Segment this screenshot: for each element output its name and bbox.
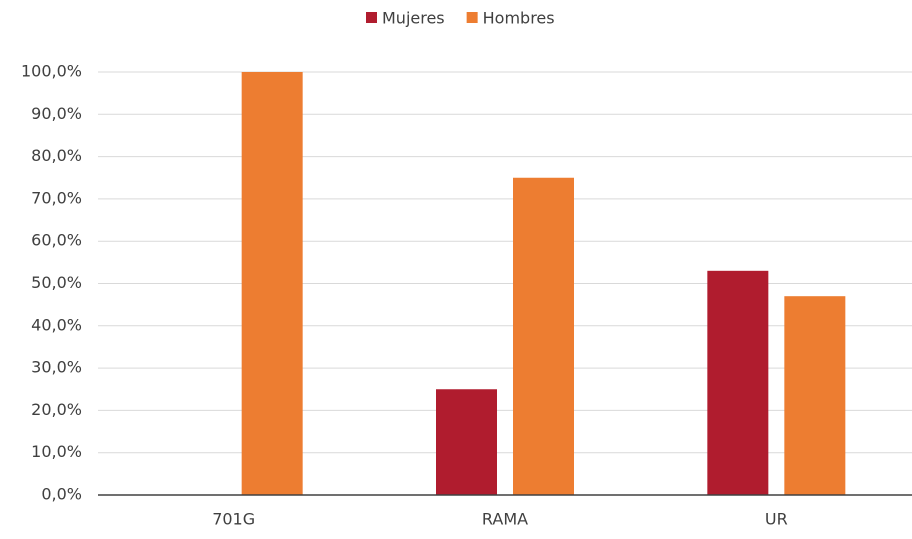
bar xyxy=(513,177,574,495)
y-tick-label: 100,0% xyxy=(21,62,82,81)
bar xyxy=(784,296,846,495)
y-tick-label: 90,0% xyxy=(31,104,82,123)
legend-label: Mujeres xyxy=(382,9,445,28)
y-tick-label: 60,0% xyxy=(31,231,82,250)
x-tick-label: 701G xyxy=(212,510,255,529)
y-tick-label: 30,0% xyxy=(31,358,82,377)
y-tick-label: 10,0% xyxy=(31,442,82,461)
bar xyxy=(241,72,303,495)
legend-swatch xyxy=(466,12,478,23)
y-tick-label: 40,0% xyxy=(31,315,82,334)
bar xyxy=(707,270,769,495)
x-tick-label: UR xyxy=(765,510,788,529)
y-tick-label: 50,0% xyxy=(31,273,82,292)
legend-label: Hombres xyxy=(483,9,555,28)
x-tick-label: RAMA xyxy=(482,510,528,529)
legend-swatch xyxy=(366,12,377,23)
bar xyxy=(436,389,497,495)
y-tick-label: 80,0% xyxy=(31,146,82,165)
y-tick-label: 70,0% xyxy=(31,188,82,207)
y-tick-label: 0,0% xyxy=(41,485,82,504)
y-tick-label: 20,0% xyxy=(31,400,82,419)
